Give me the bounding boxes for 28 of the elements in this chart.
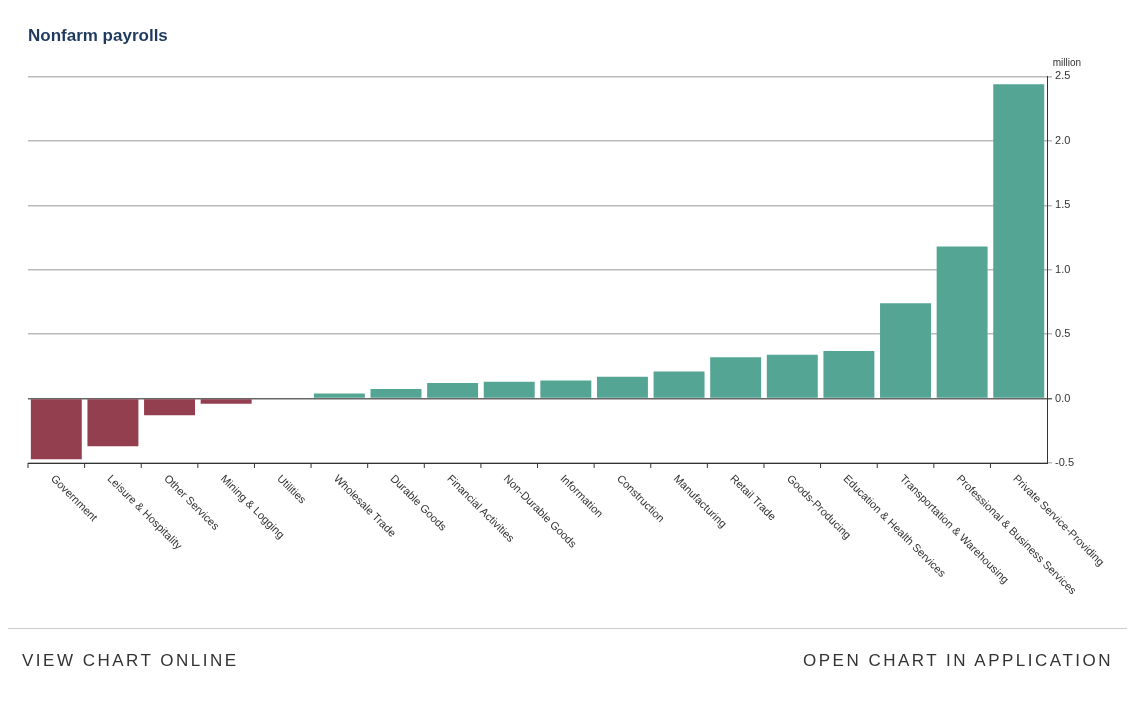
text: OPEN CHART IN APPLICATION [802,651,1113,671]
bar [766,354,818,398]
y-tick-label: 2.0 [1055,133,1071,146]
bar [880,303,931,398]
bar [427,383,479,398]
bar [370,388,422,398]
chart-title: Nonfarm payrolls [28,25,168,45]
bar [144,399,196,416]
bar [313,393,365,398]
bar [653,371,705,398]
y-tick-label: 0.5 [1055,327,1071,340]
bar [993,84,1045,398]
y-tick-label: 2.5 [1055,69,1071,82]
y-tick-label: 0.0 [1055,391,1071,404]
bar [710,357,762,398]
y-axis-title: million [1052,57,1082,69]
bar [87,399,139,447]
bar [936,246,988,398]
bar [540,380,592,398]
text: VIEW CHART ONLINE [22,651,239,671]
y-tick-label: 1.5 [1055,198,1071,211]
y-tick-label: -0.5 [1055,456,1075,469]
bar [30,399,82,460]
bar [596,376,648,398]
bar [483,381,535,398]
y-tick-label: 1.0 [1055,262,1071,275]
bar [200,399,252,404]
bar [823,350,875,398]
